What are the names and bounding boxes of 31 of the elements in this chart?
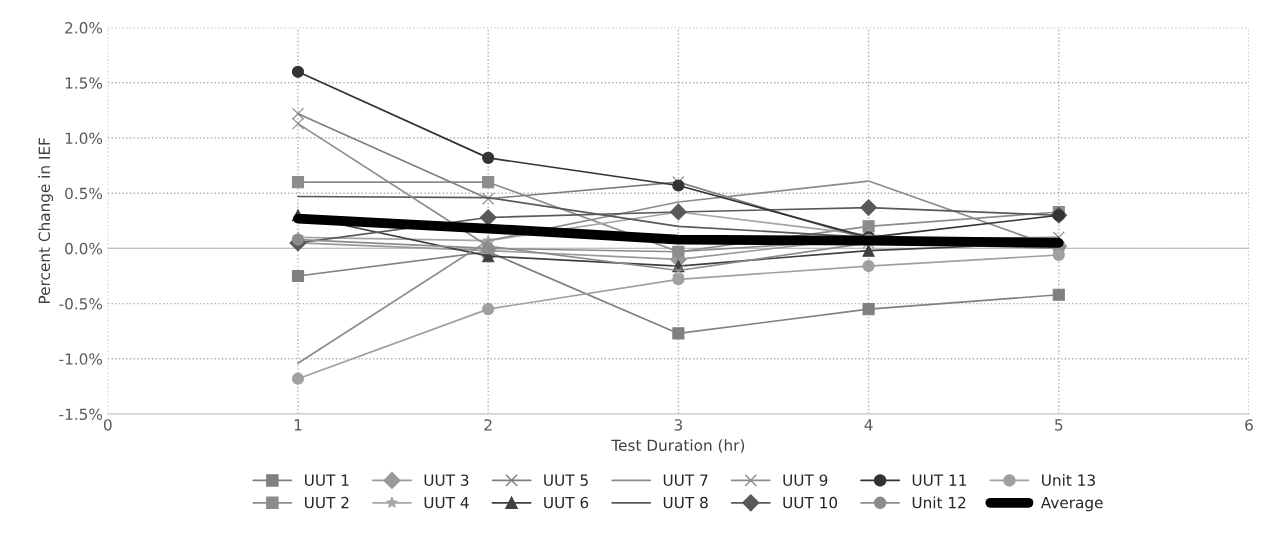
y-tick-label: 1.5% — [65, 77, 103, 89]
x-tick-label: 0 — [103, 419, 112, 431]
legend-label: UUT 3 — [424, 474, 469, 486]
y-axis-title: Percent Change in IEF — [38, 137, 54, 303]
x-tick-label: 1 — [294, 419, 302, 431]
legend-label: UUT 5 — [544, 474, 588, 486]
y-tick-label: -0.5% — [59, 298, 103, 310]
y-tick-label: 0.0% — [65, 242, 103, 255]
legend-label: Average — [1040, 497, 1103, 512]
x-tick-label: 5 — [1055, 419, 1063, 431]
legend-label: UUT 7 — [663, 474, 708, 486]
x-tick-label: 2 — [484, 419, 492, 431]
legend-label: UUT 4 — [424, 497, 469, 509]
legend-label: UUT 2 — [305, 496, 349, 509]
legend-label: UUT 11 — [912, 474, 967, 486]
x-tick-label: 6 — [1245, 419, 1253, 431]
y-tick-label: -1.0% — [59, 353, 103, 365]
legend-label: Unit 13 — [1042, 474, 1095, 486]
legend-label: UUT 10 — [783, 496, 838, 509]
y-tick-label: 2.0% — [65, 22, 103, 34]
y-tick-label: 0.5% — [65, 187, 103, 200]
legend-label: UUT 9 — [783, 474, 828, 486]
legend-label: UUT 8 — [663, 496, 708, 509]
x-axis-title: Test Duration (hr) — [611, 439, 745, 453]
x-tick-label: 4 — [864, 419, 873, 431]
legend-label: UUT 6 — [544, 496, 589, 509]
y-tick-label: 1.0% — [65, 132, 103, 145]
x-tick-label: 3 — [674, 419, 683, 431]
legend-label: UUT 1 — [305, 474, 349, 486]
y-tick-label: -1.5% — [59, 408, 103, 421]
legend-label: Unit 12 — [912, 496, 966, 509]
